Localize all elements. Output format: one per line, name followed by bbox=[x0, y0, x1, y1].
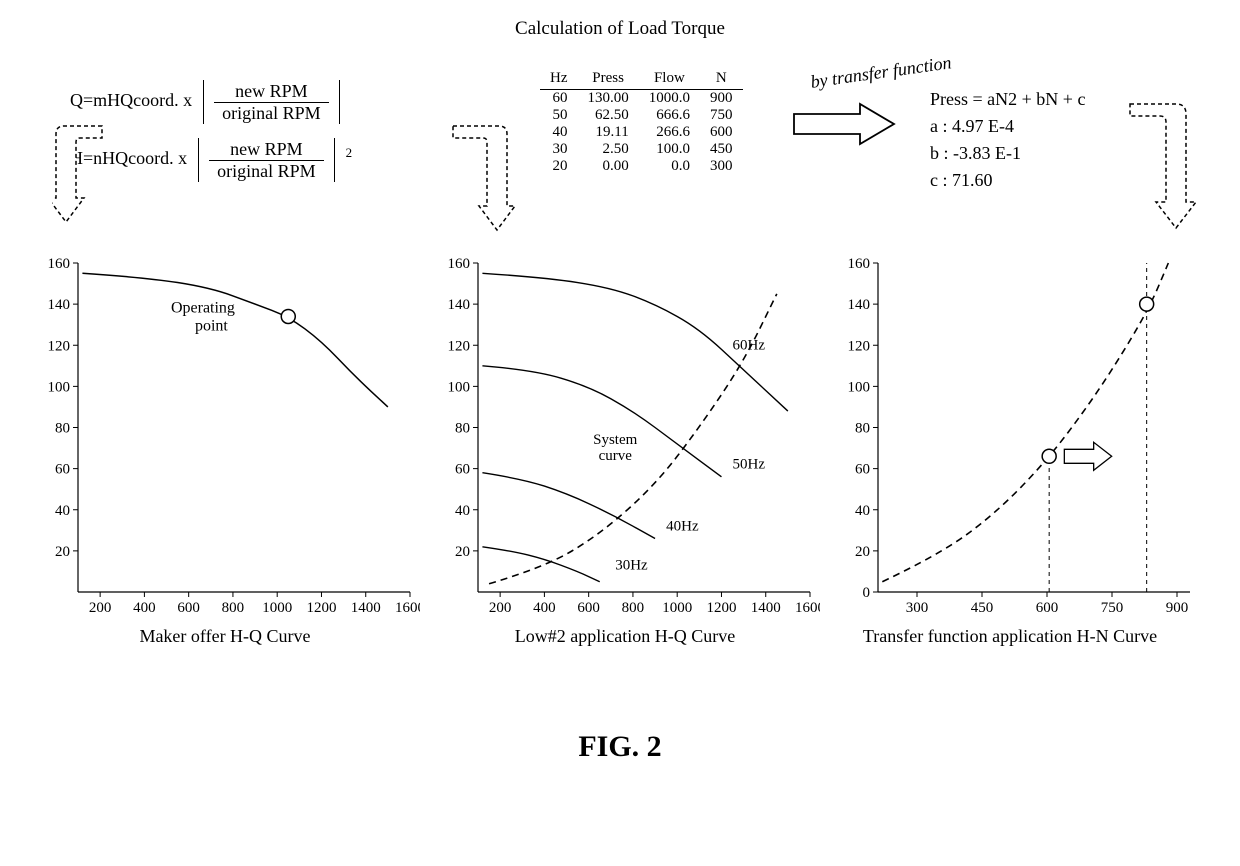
svg-text:20: 20 bbox=[455, 544, 470, 560]
svg-text:1000: 1000 bbox=[662, 600, 692, 616]
svg-text:800: 800 bbox=[622, 600, 645, 616]
svg-text:140: 140 bbox=[448, 297, 471, 313]
svg-text:80: 80 bbox=[55, 421, 70, 437]
svg-text:200: 200 bbox=[89, 600, 112, 616]
table-row: 302.50100.0450 bbox=[540, 141, 743, 158]
table-header: Hz bbox=[540, 70, 578, 90]
table-header: Press bbox=[578, 70, 639, 90]
h-denominator: original RPM bbox=[209, 161, 324, 182]
svg-text:750: 750 bbox=[1101, 600, 1124, 616]
svg-text:40: 40 bbox=[455, 503, 470, 519]
q-numerator: new RPM bbox=[214, 81, 329, 103]
table-header: Flow bbox=[639, 70, 700, 90]
tf-coef-b: b : -3.83 E-1 bbox=[930, 140, 1085, 167]
svg-text:0: 0 bbox=[863, 585, 871, 601]
table-row: 4019.11266.6600 bbox=[540, 124, 743, 141]
svg-text:100: 100 bbox=[448, 379, 471, 395]
table-row: 200.000.0300 bbox=[540, 158, 743, 175]
svg-text:60Hz: 60Hz bbox=[733, 337, 766, 353]
chart-1: 20 40 60 80 100 120 140 160 200 400 600 800 1000 1200… bbox=[30, 255, 420, 647]
hook-arrow-icon bbox=[445, 118, 535, 238]
svg-text:160: 160 bbox=[48, 256, 71, 272]
svg-text:40Hz: 40Hz bbox=[666, 518, 699, 534]
svg-text:40: 40 bbox=[855, 503, 870, 519]
tf-coef-a: a : 4.97 E-4 bbox=[930, 113, 1085, 140]
svg-text:20: 20 bbox=[855, 544, 870, 560]
svg-text:Operating: Operating bbox=[171, 299, 235, 316]
svg-text:60: 60 bbox=[55, 462, 70, 478]
svg-text:900: 900 bbox=[1166, 600, 1189, 616]
chart-3: 0 20 40 60 80 100 120 140 160 300 450 600 750 900 Tra… bbox=[830, 255, 1200, 647]
svg-text:140: 140 bbox=[848, 297, 871, 313]
charts-row: 2040608010012014016020040060080010001200… bbox=[30, 255, 1220, 647]
svg-text:1400: 1400 bbox=[751, 600, 781, 616]
svg-text:140: 140 bbox=[48, 297, 71, 313]
table-row: 60130.001000.0900 bbox=[540, 90, 743, 108]
q-denominator: original RPM bbox=[214, 103, 329, 124]
figure-label: FIG. 2 bbox=[0, 730, 1240, 764]
tf-equation: Press = aN2 + bN + c bbox=[930, 86, 1085, 113]
svg-text:100: 100 bbox=[848, 379, 871, 395]
chart1-caption: Maker offer H-Q Curve bbox=[30, 626, 420, 647]
page-title: Calculation of Load Torque bbox=[0, 0, 1240, 40]
q-lhs: Q=mHQcoord. x bbox=[70, 90, 192, 110]
svg-text:60: 60 bbox=[455, 462, 470, 478]
vbar-icon bbox=[339, 80, 340, 124]
tf-coef-c: c : 71.60 bbox=[930, 167, 1085, 194]
svg-text:curve: curve bbox=[599, 448, 633, 464]
svg-text:600: 600 bbox=[177, 600, 200, 616]
svg-text:System: System bbox=[593, 432, 638, 448]
svg-text:50Hz: 50Hz bbox=[733, 457, 766, 473]
hook-arrow-icon bbox=[52, 118, 122, 228]
svg-text:1200: 1200 bbox=[706, 600, 736, 616]
svg-text:80: 80 bbox=[855, 421, 870, 437]
svg-text:400: 400 bbox=[533, 600, 556, 616]
svg-text:1600: 1600 bbox=[395, 600, 420, 616]
transfer-function-block: Press = aN2 + bN + c a : 4.97 E-4 b : -3… bbox=[930, 86, 1085, 194]
svg-text:60: 60 bbox=[855, 462, 870, 478]
svg-text:20: 20 bbox=[55, 544, 70, 560]
svg-text:160: 160 bbox=[448, 256, 471, 272]
svg-text:80: 80 bbox=[455, 421, 470, 437]
chart3-caption: Transfer function application H-N Curve bbox=[830, 626, 1190, 647]
svg-text:point: point bbox=[195, 317, 228, 334]
vbar-icon bbox=[203, 80, 204, 124]
hook-arrow-icon bbox=[1122, 96, 1212, 236]
svg-text:1000: 1000 bbox=[262, 600, 292, 616]
svg-text:400: 400 bbox=[133, 600, 156, 616]
header-row: Q=mHQcoord. x new RPM original RPM H=nHQ… bbox=[0, 60, 1240, 250]
svg-text:600: 600 bbox=[1036, 600, 1059, 616]
data-table: HzPressFlowN 60130.001000.09005062.50666… bbox=[540, 70, 743, 175]
svg-text:160: 160 bbox=[848, 256, 871, 272]
svg-text:120: 120 bbox=[48, 338, 71, 354]
svg-text:1400: 1400 bbox=[351, 600, 381, 616]
vbar-icon bbox=[198, 138, 199, 182]
svg-text:40: 40 bbox=[55, 503, 70, 519]
chart2-caption: Low#2 application H-Q Curve bbox=[430, 626, 820, 647]
svg-text:100: 100 bbox=[48, 379, 71, 395]
h-numerator: new RPM bbox=[209, 139, 324, 161]
svg-text:120: 120 bbox=[448, 338, 471, 354]
svg-text:800: 800 bbox=[222, 600, 245, 616]
svg-text:1200: 1200 bbox=[306, 600, 336, 616]
svg-text:1600: 1600 bbox=[795, 600, 820, 616]
svg-text:300: 300 bbox=[906, 600, 929, 616]
table-row: 5062.50666.6750 bbox=[540, 107, 743, 124]
block-arrow-icon bbox=[790, 100, 900, 150]
chart-2: 20 40 60 80 100 120 140 160 200 400 600 800 1000 1200… bbox=[430, 255, 820, 647]
vbar-icon bbox=[334, 138, 335, 182]
svg-text:30Hz: 30Hz bbox=[615, 557, 648, 573]
table-header: N bbox=[700, 70, 743, 90]
svg-text:600: 600 bbox=[577, 600, 600, 616]
exponent-2: 2 bbox=[346, 145, 353, 160]
svg-text:200: 200 bbox=[489, 600, 512, 616]
svg-text:450: 450 bbox=[971, 600, 994, 616]
svg-text:120: 120 bbox=[848, 338, 871, 354]
